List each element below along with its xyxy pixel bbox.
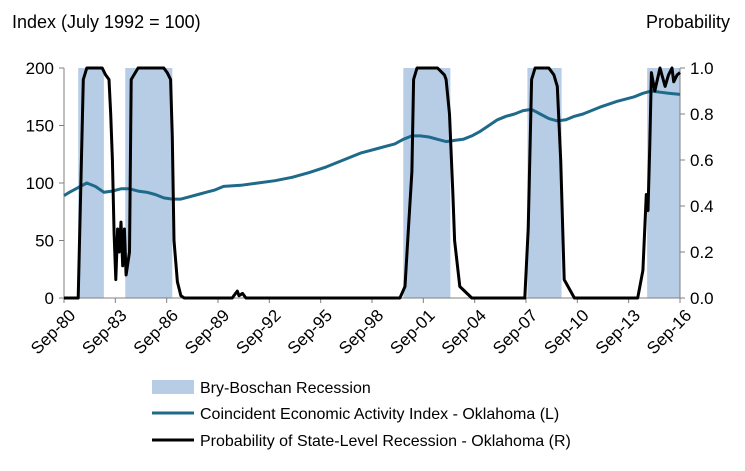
x-tick-label: Sep-98 [335, 306, 387, 358]
legend-label-recession: Bry-Boschan Recession [200, 380, 371, 397]
right-tick-label: 0.0 [690, 289, 714, 308]
left-tick-label: 150 [26, 117, 54, 136]
left-tick-label: 50 [35, 232, 54, 251]
x-tick-label: Sep-04 [438, 306, 490, 358]
recession-band-3 [527, 68, 562, 298]
right-tick-label: 0.8 [690, 105, 714, 124]
left-tick-label: 200 [26, 59, 54, 78]
recession-band-1 [125, 68, 173, 298]
legend: Bry-Boschan Recession Coincident Economi… [152, 380, 571, 450]
x-tick-label: Sep-86 [130, 306, 182, 358]
right-tick-label: 0.6 [690, 151, 714, 170]
x-tick-label: Sep-16 [643, 306, 695, 358]
right-tick-label: 0.4 [690, 197, 714, 216]
x-tick-label: Sep-01 [386, 306, 438, 358]
right-tick-label: 1.0 [690, 59, 714, 78]
legend-swatch-recession [152, 380, 194, 394]
legend-label-index: Coincident Economic Activity Index - Okl… [200, 406, 559, 423]
x-tick-label: Sep-83 [78, 306, 130, 358]
x-tick-label: Sep-95 [284, 306, 336, 358]
series-lines [63, 66, 681, 300]
index-series-line [63, 89, 681, 201]
x-tick-label: Sep-89 [181, 306, 233, 358]
recession-bands [78, 68, 680, 298]
left-tick-label: 100 [26, 174, 54, 193]
x-tick-label: Sep-13 [592, 306, 644, 358]
legend-label-probability: Probability of State-Level Recession - O… [200, 433, 571, 450]
x-tick-label: Sep-92 [232, 306, 284, 358]
left-tick-label: 0 [45, 289, 54, 308]
x-tick-label: Sep-10 [540, 306, 592, 358]
recession-band-4 [647, 68, 680, 298]
right-axis-title: Probability [646, 12, 730, 32]
right-tick-label: 0.2 [690, 243, 714, 262]
x-tick-label: Sep-80 [27, 306, 79, 358]
probability-series-line [64, 66, 681, 300]
left-axis-title: Index (July 1992 = 100) [12, 12, 201, 32]
x-tick-label: Sep-07 [489, 306, 541, 358]
